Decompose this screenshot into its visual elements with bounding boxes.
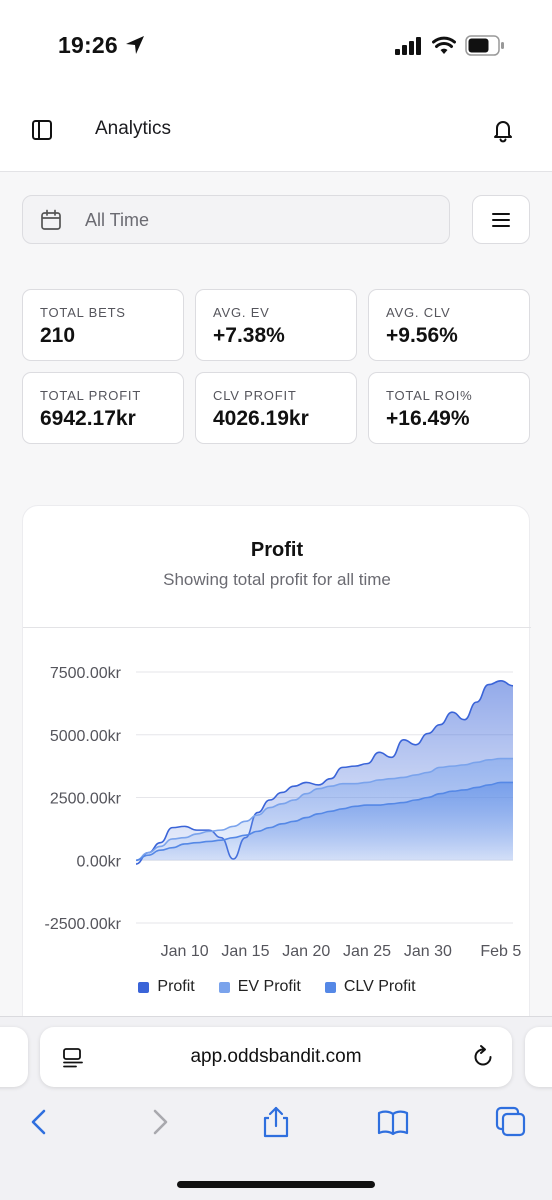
app-header: Analytics [0,90,552,172]
chart-divider [23,627,531,628]
legend-label: CLV Profit [343,978,416,995]
page-title: Analytics [95,118,172,139]
stat-card-avg-clv: AVG. CLV +9.56% [368,289,530,361]
status-time: 19:26 [58,32,118,58]
profit-chart-card: Profit Showing total profit for all time… [22,505,531,1065]
y-tick-label: 7500.00kr [50,665,122,682]
stat-label: AVG. CLV [386,305,451,320]
stat-value: +16.49% [386,407,470,430]
chart-title: Profit [250,539,304,561]
stat-label: TOTAL ROI% [386,388,473,403]
legend-label: EV Profit [237,978,301,995]
share-icon[interactable] [259,1105,293,1139]
ev-profit-line [135,757,513,862]
url-text: app.oddsbandit.com [190,1046,362,1067]
y-tick-label: -2500.00kr [45,916,122,933]
stat-label: CLV PROFIT [213,388,297,403]
y-tick-label: 0.00kr [77,853,122,870]
tabs-icon[interactable] [494,1105,528,1139]
calendar-icon [41,209,61,230]
reader-mode-icon[interactable] [60,1045,86,1071]
stat-label: TOTAL BETS [40,305,126,320]
stat-value: 6942.17kr [40,407,136,430]
reload-icon[interactable] [470,1044,496,1070]
y-tick-label: 2500.00kr [50,791,122,808]
sidebar-toggle-icon[interactable] [28,116,56,144]
bookmarks-icon[interactable] [376,1105,410,1139]
legend-label: Profit [157,978,195,995]
battery-icon [465,35,504,56]
stat-label: AVG. EV [213,305,270,320]
cellular-signal-icon [395,37,421,55]
notification-bell-icon[interactable] [489,116,517,144]
legend-item-profit[interactable]: Profit [138,976,195,998]
location-arrow-icon [126,36,144,54]
legend-item-ev-profit[interactable]: EV Profit [218,976,301,998]
previous-tab-peek[interactable] [0,1027,28,1087]
profit-line [135,679,514,865]
clv-profit-line [135,781,513,862]
x-tick-label: Jan 10 [161,943,209,960]
date-range-picker[interactable]: All Time [22,195,450,244]
stat-card-total-profit: TOTAL PROFIT 6942.17kr [22,372,184,444]
back-icon[interactable] [22,1105,56,1139]
stat-label: TOTAL PROFIT [40,388,142,403]
x-tick-label: Jan 25 [343,943,391,960]
stat-value: 4026.19kr [213,407,309,430]
y-tick-label: 5000.00kr [50,728,122,745]
browser-toolbar: app.oddsbandit.com [0,1016,552,1200]
chart-legend: Profit EV Profit CLV Profit [23,976,531,998]
stat-card-clv-profit: CLV PROFIT 4026.19kr [195,372,357,444]
menu-icon [492,213,510,227]
clv-profit-area [136,782,513,861]
stat-value: +7.38% [213,324,285,347]
wifi-icon [432,36,456,54]
filter-menu-button[interactable] [472,195,530,244]
chart-subtitle: Showing total profit for all time [163,570,391,589]
stat-value: +9.56% [386,324,458,347]
legend-item-clv-profit[interactable]: CLV Profit [324,976,416,998]
x-tick-label: Jan 20 [282,943,330,960]
x-tick-label: Jan 15 [221,943,269,960]
legend-swatch [138,981,150,993]
x-tick-label: Feb 5 [480,943,521,960]
legend-swatch [218,981,230,993]
home-indicator [177,1181,375,1188]
next-tab-peek[interactable] [525,1027,552,1087]
profit-chart[interactable]: 7500.00kr 5000.00kr 2500.00kr 0.00kr -2500.0… [23,628,531,968]
stat-card-avg-ev: AVG. EV +7.38% [195,289,357,361]
status-bar: 19:26 [0,0,552,90]
legend-swatch [324,981,336,993]
forward-icon[interactable] [143,1105,177,1139]
x-tick-label: Jan 30 [404,943,452,960]
address-bar[interactable]: app.oddsbandit.com [40,1027,512,1087]
date-range-label: All Time [85,210,150,230]
stat-value: 210 [40,324,76,347]
stat-card-total-bets: TOTAL BETS 210 [22,289,184,361]
stat-card-total-roi: TOTAL ROI% +16.49% [368,372,530,444]
